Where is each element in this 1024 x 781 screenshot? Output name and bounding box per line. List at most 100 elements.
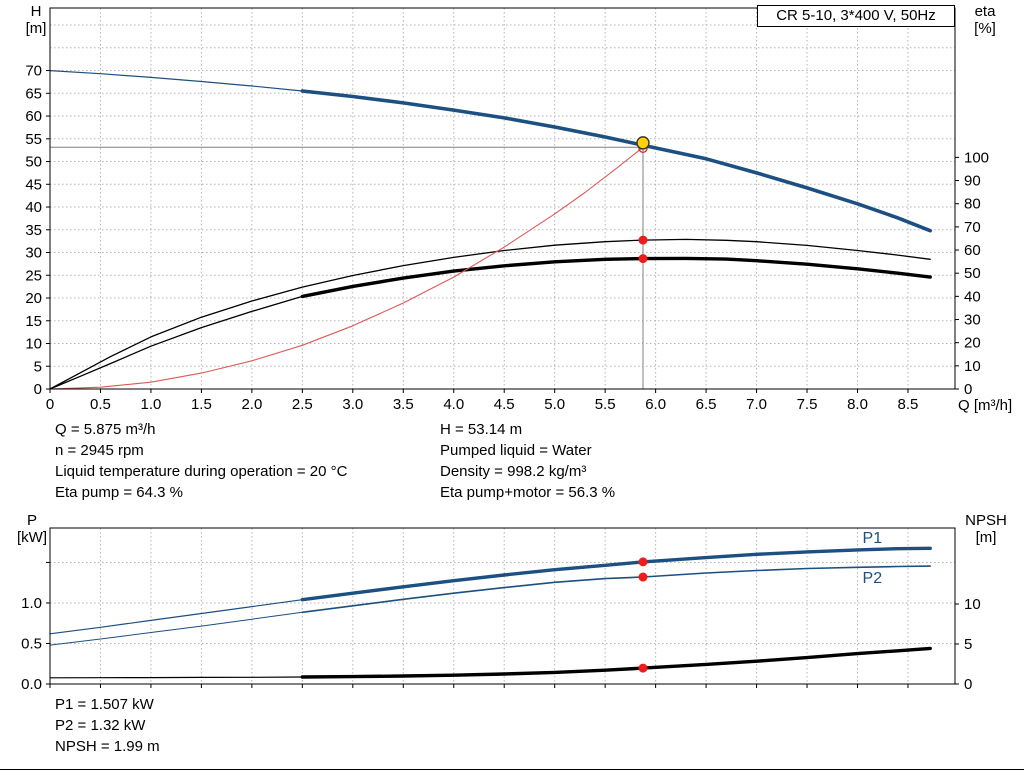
tick-label: 3.0 — [342, 396, 363, 413]
tick-label: 40 — [964, 288, 981, 305]
P1-curve — [300, 546, 932, 602]
tick-label: 50 — [964, 265, 981, 282]
q-axis-title: Q [m³/h] — [958, 397, 1013, 414]
tick-label: 0 — [964, 381, 972, 398]
tick-label: 10 — [964, 358, 981, 375]
tick-label: 0 — [46, 396, 54, 413]
tick-label: 30 — [964, 312, 981, 329]
tick-label: 0.5 — [90, 396, 111, 413]
P1-curve — [49, 599, 303, 635]
power-npsh-info: P1 = 1.507 kW P2 = 1.32 kW NPSH = 1.99 m — [55, 694, 160, 757]
tick-label: 4.5 — [494, 396, 515, 413]
tick-label: 25 — [25, 267, 42, 284]
pump-model-title: CR 5-10, 3*400 V, 50Hz — [757, 5, 955, 27]
info-line: Density = 998.2 kg/m³ — [440, 463, 587, 480]
tick-label: 7.0 — [746, 396, 767, 413]
tick-label: 8.5 — [898, 396, 919, 413]
tick-label: 2.5 — [292, 396, 313, 413]
tick-label: 6.5 — [696, 396, 717, 413]
eta-pump-motor-curve — [300, 256, 932, 299]
tick-label: 5 — [34, 358, 42, 375]
tick-label: 2.0 — [241, 396, 262, 413]
tick-label: 15 — [25, 313, 42, 330]
pump-curve-curve — [300, 89, 933, 233]
tick-label: 30 — [25, 245, 42, 262]
eta-pump-point — [638, 235, 648, 245]
info-line: P2 = 1.32 kW — [55, 717, 146, 734]
plot-frame — [49, 527, 956, 685]
P2-curve — [49, 611, 303, 646]
info-line: Pumped liquid = Water — [440, 442, 592, 459]
tick-label: 0 — [964, 676, 972, 693]
tick-label: 80 — [964, 196, 981, 213]
npsh-axis-title: NPSH [m] — [958, 512, 1014, 546]
tick-label: 55 — [25, 131, 42, 148]
tick-label: 90 — [964, 173, 981, 190]
npsh-axis-name: NPSH — [965, 512, 1007, 529]
tick-label: 70 — [964, 219, 981, 236]
tick-label: 0 — [34, 381, 42, 398]
p2-curve-label: P2 — [863, 570, 883, 587]
tick-label: 70 — [25, 63, 42, 80]
tick-label: 0.0 — [21, 676, 42, 693]
duty-info-right: H = 53.14 m Pumped liquid = Water Density … — [440, 419, 615, 503]
p1-duty-point — [638, 557, 648, 567]
duty-point — [636, 136, 650, 150]
tick-label: 5.5 — [595, 396, 616, 413]
tick-label: 100 — [964, 149, 989, 166]
eta-axis-name: eta — [974, 3, 996, 20]
system-curve-curve — [49, 146, 644, 390]
tick-label: 60 — [25, 108, 42, 125]
pump-curve-curve — [49, 69, 303, 92]
info-line: Eta pump = 64.3 % — [55, 484, 183, 501]
tick-label: 5.0 — [544, 396, 565, 413]
p1-curve-label: P1 — [863, 530, 883, 547]
tick-label: 1.5 — [191, 396, 212, 413]
h-axis-unit: [m] — [25, 20, 47, 37]
h-axis-title: H [m] — [16, 3, 56, 37]
NPSH-curve — [49, 676, 303, 679]
tick-label: 7.5 — [797, 396, 818, 413]
info-line: n = 2945 rpm — [55, 442, 144, 459]
tick-label: 0.5 — [21, 635, 42, 652]
tick-label: 1.0 — [21, 595, 42, 612]
eta-pump-curve — [49, 238, 931, 390]
tick-label: 6.0 — [645, 396, 666, 413]
tick-label: 50 — [25, 154, 42, 171]
tick-label: 60 — [964, 242, 981, 259]
tick-label: 5 — [964, 636, 972, 653]
eta-axis-unit: [%] — [974, 20, 996, 37]
p2-duty-point — [638, 572, 648, 582]
info-line: P1 = 1.507 kW — [55, 696, 154, 713]
tick-label: 35 — [25, 222, 42, 239]
info-line: NPSH = 1.99 m — [55, 738, 160, 755]
tick-label: 65 — [25, 85, 42, 102]
p-axis-unit: [kW] — [17, 529, 47, 546]
P2-curve — [301, 565, 932, 614]
tick-label: 40 — [25, 199, 42, 216]
eta-pump-motor-point — [638, 254, 648, 264]
tick-label: 45 — [25, 176, 42, 193]
duty-info-left: Q = 5.875 m³/h n = 2945 rpm Liquid tempera… — [55, 419, 347, 503]
tick-label: 20 — [964, 335, 981, 352]
info-line: Q = 5.875 m³/h — [55, 421, 156, 438]
plot-frame — [49, 7, 956, 390]
tick-label: 1.0 — [141, 396, 162, 413]
tick-label: 10 — [964, 596, 981, 613]
tick-label: 8.0 — [847, 396, 868, 413]
eta-axis-title: eta [%] — [962, 3, 1008, 37]
tick-label: 10 — [25, 336, 42, 353]
bottom-divider — [0, 769, 1024, 770]
p-axis-title: P [kW] — [10, 512, 54, 546]
tick-label: 4.0 — [443, 396, 464, 413]
npsh-axis-unit: [m] — [975, 529, 997, 546]
h-axis-name: H — [30, 3, 42, 20]
p-axis-name: P — [26, 512, 37, 529]
info-line: H = 53.14 m — [440, 421, 523, 438]
info-line: Liquid temperature during operation = 20… — [55, 463, 348, 480]
tick-label: 20 — [25, 290, 42, 307]
NPSH-curve — [300, 646, 932, 679]
eta-pump-motor-curve — [49, 295, 303, 390]
